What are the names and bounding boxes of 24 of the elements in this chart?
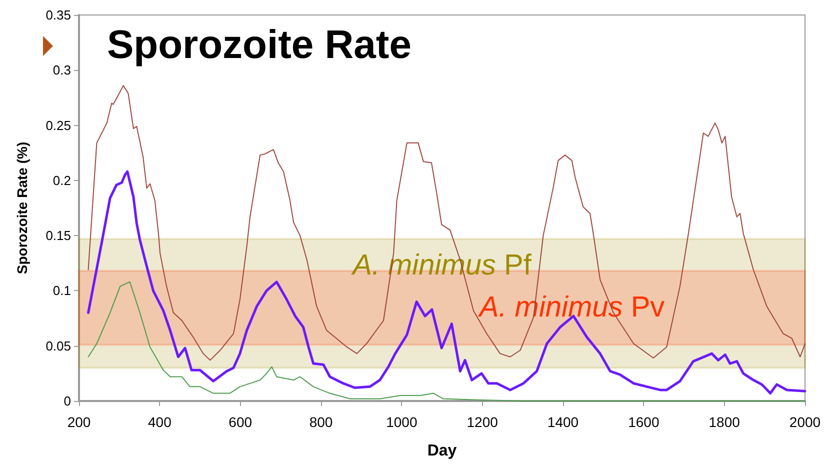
x-tick-label: 1000 (386, 414, 418, 430)
y-tick-label: 0.35 (46, 8, 71, 22)
y-tick-label: 0.05 (46, 338, 71, 354)
x-tick-label: 1400 (547, 414, 579, 430)
y-tick-label: 0.2 (52, 172, 71, 188)
x-tick-label: 400 (148, 414, 172, 430)
y-tick-label: 0.15 (46, 228, 71, 244)
x-tick-label: 1800 (708, 414, 740, 430)
y-tick-label: 0.3 (52, 62, 71, 78)
y-tick-label: 0.1 (52, 283, 71, 298)
x-tick-label: 800 (309, 414, 333, 430)
x-tick-label: 1200 (466, 414, 498, 430)
x-tick-label: 2000 (789, 414, 821, 430)
line-series (88, 85, 806, 361)
x-tick-label: 600 (228, 414, 252, 430)
y-tick-label: 0.25 (46, 118, 71, 133)
y-tick-label: 0 (64, 394, 71, 408)
chart-title: Sporozoite Rate (107, 23, 412, 67)
y-axis-title: Sporozoite Rate (%) (14, 142, 30, 274)
line-series (88, 281, 806, 402)
x-axis-title: Day (427, 442, 457, 460)
x-tick-label: 200 (67, 414, 91, 430)
x-tick-label: 1600 (628, 414, 660, 430)
line-series (87, 170, 806, 395)
